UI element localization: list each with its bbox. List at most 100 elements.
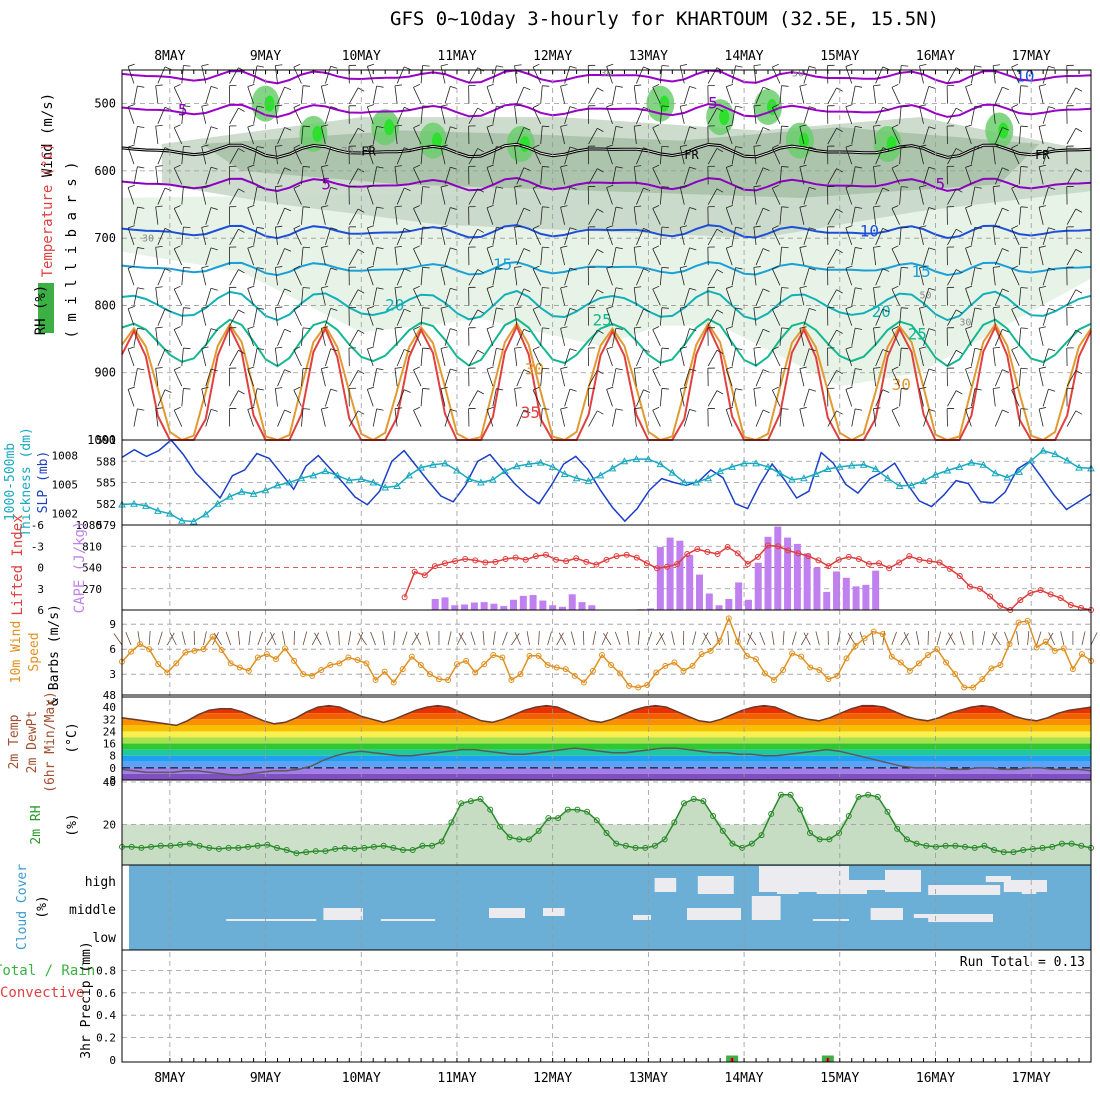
temp-band (122, 744, 1091, 750)
cape-bar (843, 578, 850, 610)
cape-bar (833, 571, 840, 610)
wind-barb-flag (275, 65, 282, 66)
cape-bar (774, 527, 781, 610)
wind-barb-flag (202, 64, 209, 66)
y-tick-label: 0 (37, 562, 44, 575)
wind-barb-flag (183, 66, 190, 67)
surface-wind-barb (1037, 632, 1041, 645)
y-axis-title: 3hr Precip (mm) (79, 941, 94, 1058)
isotherm-label: 25 (593, 310, 612, 329)
surface-wind-barb (728, 631, 729, 645)
isotherm-label: 10 (860, 221, 879, 240)
y-tick-label: 16 (103, 738, 116, 751)
isotherm-label: 20 (385, 295, 404, 314)
surface-wind-barb (1091, 632, 1097, 645)
wind-barb-flag (772, 64, 778, 67)
panel-frame-precip (122, 950, 1091, 1062)
surface-wind-barb (772, 631, 774, 645)
surface-wind-barb (937, 631, 941, 645)
cape-bar (588, 605, 595, 610)
y-tick-label: 6 (37, 604, 44, 617)
surface-wind-barb (383, 631, 385, 645)
cape-bar (813, 568, 820, 611)
y-axis-title: (6hr Min/Max) (43, 691, 58, 793)
surface-wind-barb (760, 632, 765, 645)
temp-band (122, 774, 1091, 780)
wind-barb-flag (294, 64, 300, 67)
wind-barb-flag (846, 64, 853, 66)
cape-bar (686, 555, 693, 610)
wind-barb-flag (901, 66, 908, 67)
date-label-top: 9MAY (250, 49, 281, 64)
isotherm-label: FR (1035, 148, 1050, 162)
surface-wind-barb (371, 632, 376, 645)
y-tick-label: 3 (109, 668, 116, 681)
surface-wind-barb (527, 631, 529, 645)
y-tick-label: 700 (94, 231, 116, 245)
surface-wind-barb (792, 632, 796, 645)
y-tick-label: 32 (103, 713, 116, 726)
y-tick-label: 1008 (52, 449, 79, 462)
surface-wind-barb (1028, 631, 1029, 645)
wind-barb-flag (607, 64, 614, 66)
wind-barb-flag (404, 67, 410, 70)
surface-wind-barb (647, 632, 652, 645)
surface-wind-barb (916, 631, 919, 645)
wind-barb-flag (993, 65, 1000, 66)
y-tick-label: 0 (109, 1054, 116, 1067)
date-label-top: 13MAY (629, 49, 668, 64)
wind-barb-flag (570, 66, 577, 68)
wind-barb-flag (128, 64, 135, 66)
date-label-bottom: 9MAY (250, 1071, 281, 1086)
y-tick-label: 20 (103, 819, 116, 832)
y-axis-title: Speed (27, 632, 42, 671)
surface-wind-barb (539, 631, 540, 645)
surface-wind-barb (226, 632, 231, 645)
rh-core-10 (998, 123, 1008, 139)
y-tick-label: 40 (103, 701, 116, 714)
cloud-bar (489, 908, 525, 918)
y-axis-title: (°C) (65, 722, 80, 753)
wind-barb-flag (680, 64, 687, 66)
cloud-bar (381, 919, 417, 921)
surface-wind-barb (783, 631, 784, 645)
y-tick-label: 600 (94, 164, 116, 178)
surface-wind-barb (282, 631, 285, 645)
cape-bar (500, 606, 507, 610)
cloud-bar (655, 878, 677, 892)
y-tick-label: 48 (103, 689, 116, 702)
y-axis-title: Cloud Cover (15, 864, 30, 950)
cape-bar (667, 538, 674, 610)
temp-band (122, 707, 1091, 713)
cape-bar (716, 605, 723, 610)
surface-wind-barb (303, 631, 307, 645)
cape-bar (804, 553, 811, 610)
cape-bar (696, 575, 703, 610)
surface-wind-barb (149, 631, 150, 645)
y-tick-label: 1005 (52, 478, 79, 491)
wind-barb-flag (423, 66, 430, 67)
y-axis-title: SLP (mb) (36, 451, 51, 514)
cape-bar (569, 594, 576, 610)
surface-wind-barb (816, 631, 819, 645)
cape-bar (530, 595, 537, 610)
date-label-top: 12MAY (533, 49, 572, 64)
cloud-bg (129, 865, 1091, 950)
date-label-top: 11MAY (437, 49, 476, 64)
rh-area-high (122, 795, 1091, 865)
temp-band (122, 738, 1091, 744)
cape-bar (755, 563, 762, 610)
surface-wind-barb (973, 631, 974, 645)
temp-band (122, 701, 1091, 707)
date-label-bottom: 8MAY (154, 1071, 185, 1086)
cape-bar (510, 600, 517, 610)
date-label-bottom: 17MAY (1012, 1071, 1051, 1086)
isotherm-label: 30 (525, 359, 544, 378)
wind-barb-flag (643, 67, 649, 70)
surface-wind-barb (394, 631, 395, 645)
cloud-bar (752, 896, 781, 920)
date-label-bottom: 13MAY (629, 1071, 668, 1086)
cape-bar (823, 592, 830, 610)
cape-bar (471, 603, 478, 610)
